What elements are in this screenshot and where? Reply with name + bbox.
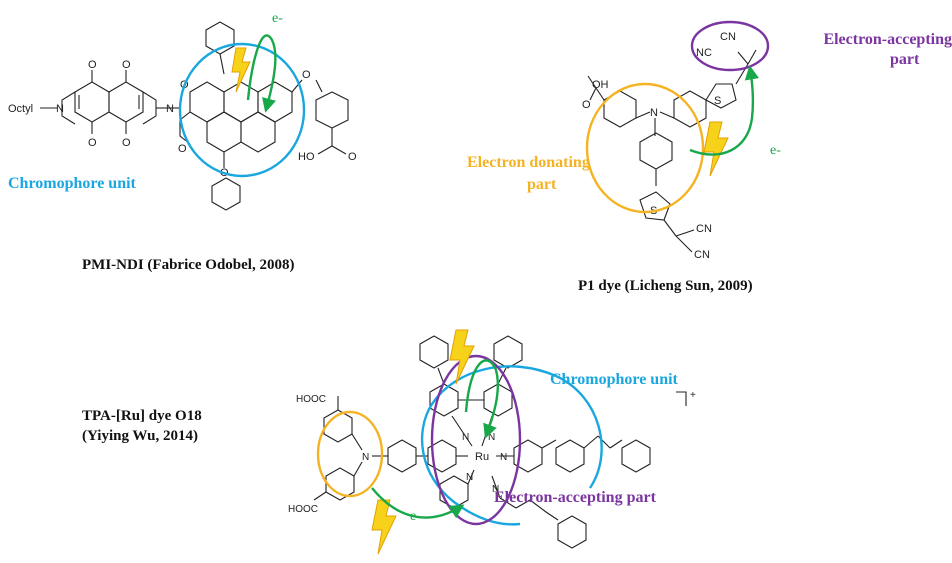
electron-transfer-arrow-3a	[464, 359, 500, 439]
atom-n2: N	[488, 432, 495, 443]
electron-transfer-arrow-2	[689, 65, 759, 156]
caption-o18-line1: TPA-[Ru] dye O18	[82, 408, 202, 424]
caption-o18-line2: (Yiying Wu, 2014)	[82, 428, 198, 444]
atom-n1: N	[56, 103, 64, 115]
atom-o2: O	[122, 59, 131, 71]
panel-p1-dye	[587, 49, 757, 253]
atom-acid-ho: HO	[298, 151, 315, 163]
acceptor-label-2-line1: Electron-accepting	[823, 31, 952, 48]
atom-octyl: Octyl	[8, 103, 33, 115]
donor-label-2-line1: Electron donating	[467, 154, 590, 171]
atom-s1: S	[714, 95, 721, 107]
electron-label-2: e-	[770, 143, 781, 158]
panel-pmi-ndi	[40, 21, 349, 211]
atom-o3: O	[88, 137, 97, 149]
electron-label-1: e-	[272, 11, 283, 26]
acceptor-circle-2	[690, 20, 770, 72]
lightning-bolt-icon	[231, 47, 251, 93]
donor-circle-3	[316, 410, 384, 498]
atom-o-ether1: O	[302, 69, 311, 81]
atom-n-tpa: N	[362, 452, 369, 463]
atom-n3: N	[500, 452, 507, 463]
chromophore-label-1: Chromophore unit	[8, 175, 137, 192]
acceptor-label-3: Electron-accepting part	[494, 489, 657, 506]
atom-n5: N	[492, 484, 499, 495]
caption-pmi-ndi: PMI-NDI (Fabrice Odobel, 2008)	[82, 257, 294, 273]
atom-o4: O	[122, 137, 131, 149]
donor-circle-2	[585, 82, 705, 214]
chromophore-circle-1	[178, 42, 306, 178]
electron-transfer-arrow-1	[246, 34, 277, 113]
charge-symbol: +	[690, 390, 696, 401]
donor-label-2-line2: part	[527, 176, 557, 193]
atom-hooc1: HOOC	[296, 394, 326, 405]
atom-cn1: CN	[720, 31, 736, 43]
lightning-bolt-icon	[449, 329, 475, 385]
atom-o: O	[582, 99, 591, 111]
lightning-bolt-icon	[371, 499, 397, 555]
phenyl-bottom	[211, 177, 241, 211]
atom-n4: N	[466, 472, 473, 483]
atom-cn3: CN	[694, 249, 710, 261]
panel-o18-dye	[313, 335, 651, 549]
chromophore-label-3: Chromophore unit	[550, 371, 679, 388]
atom-acid-o: O	[348, 151, 357, 163]
atom-o1: O	[88, 59, 97, 71]
phenyl-top	[205, 21, 235, 55]
charge-bracket	[676, 391, 687, 406]
atom-o6: O	[178, 143, 187, 155]
atom-oh: OH	[592, 79, 609, 91]
ndi-core	[40, 70, 170, 134]
atom-n: N	[650, 107, 658, 119]
electron-label-3: e-	[410, 509, 421, 524]
atom-n1: N	[462, 432, 469, 443]
atom-cn2: CN	[696, 223, 712, 235]
atom-ru: Ru	[475, 451, 489, 463]
atom-hooc2: HOOC	[288, 504, 318, 515]
caption-p1-dye: P1 dye (Licheng Sun, 2009)	[578, 278, 753, 294]
atom-nc: NC	[696, 47, 712, 59]
lightning-bolt-icon	[703, 121, 729, 177]
acceptor-label-2-line2: part	[890, 51, 920, 68]
acceptor-circle-3	[430, 354, 522, 526]
electron-transfer-arrow-3b	[371, 487, 465, 519]
atom-n2: N	[166, 103, 174, 115]
benzoic-ring	[315, 91, 349, 129]
